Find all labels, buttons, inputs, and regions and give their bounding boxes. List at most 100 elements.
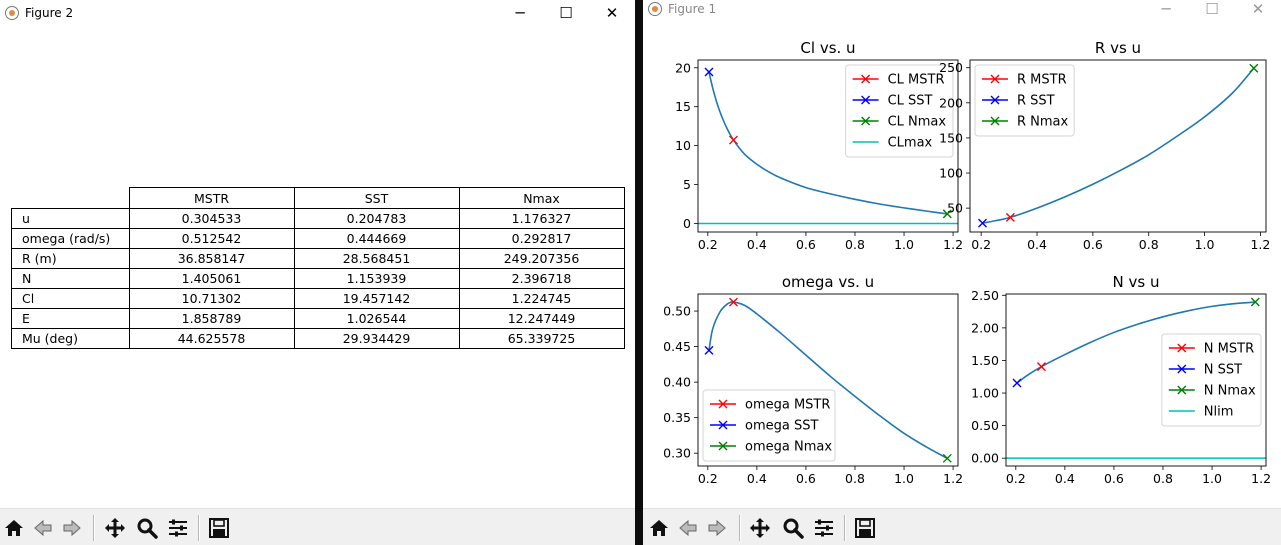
axes-frame xyxy=(697,293,959,467)
y-tick-label: 100 xyxy=(939,166,963,181)
x-tick-label: 0.2 xyxy=(698,237,718,252)
legend-marker xyxy=(1177,343,1187,353)
subplots-icon[interactable] xyxy=(811,515,837,541)
window-title: Figure 2 xyxy=(25,6,74,20)
legend-label: N Nmax xyxy=(1204,384,1256,399)
x-tick-label: 1.2 xyxy=(943,237,963,252)
y-tick-label: 5 xyxy=(683,177,691,192)
legend-label: R MSTR xyxy=(1017,73,1067,88)
data-point xyxy=(704,345,714,355)
x-tick-label: 1.0 xyxy=(1195,237,1215,252)
table-row: R (m) 36.858147 28.568451 249.207356 xyxy=(11,248,625,269)
matplotlib-icon xyxy=(5,6,19,20)
x-tick-label: 1.0 xyxy=(894,237,914,252)
axes-frame xyxy=(1005,293,1267,467)
zoom-icon[interactable] xyxy=(134,515,160,541)
cell: 1.405061 xyxy=(128,268,295,289)
cell: 249.207356 xyxy=(458,248,625,269)
subplot-title: N vs u xyxy=(1113,273,1160,291)
data-point xyxy=(1005,212,1015,222)
legend-marker xyxy=(990,74,1000,84)
save-icon[interactable] xyxy=(852,515,878,541)
maximize-button[interactable]: ☐ xyxy=(1205,0,1219,18)
home-icon[interactable] xyxy=(646,515,672,541)
legend: N MSTR N SST N Nmax Nlim xyxy=(1161,333,1262,427)
x-tick-label: 0.2 xyxy=(698,471,718,486)
legend-marker xyxy=(718,399,728,409)
legend-label: N MSTR xyxy=(1204,342,1254,357)
y-tick-label: 0.30 xyxy=(663,446,691,461)
data-point xyxy=(728,135,738,145)
subplot-title: Cl vs. u xyxy=(800,39,855,57)
back-arrow-icon[interactable] xyxy=(675,515,701,541)
y-tick-label: 2.50 xyxy=(971,288,999,303)
forward-arrow-icon[interactable] xyxy=(59,515,85,541)
legend-label: omega SST xyxy=(745,419,818,434)
x-tick-label: 1.0 xyxy=(894,471,914,486)
legend-marker xyxy=(718,441,728,451)
y-tick-label: 250 xyxy=(939,60,963,75)
legend-box xyxy=(845,64,954,158)
data-point xyxy=(1012,378,1022,388)
data-point xyxy=(942,453,952,463)
cell: 28.568451 xyxy=(293,248,460,269)
cell: 1.153939 xyxy=(293,268,460,289)
close-button[interactable]: ✕ xyxy=(1251,0,1265,18)
legend-label: omega Nmax xyxy=(745,440,832,455)
cell: 2.396718 xyxy=(458,268,625,289)
window-title: Figure 1 xyxy=(668,2,717,16)
y-tick-label: 1.00 xyxy=(971,386,999,401)
legend-marker xyxy=(1177,385,1187,395)
minimize-button[interactable]: ─ xyxy=(515,4,525,22)
cell: 65.339725 xyxy=(458,328,625,349)
x-tick-label: 0.6 xyxy=(796,237,816,252)
matplotlib-icon xyxy=(648,2,662,16)
close-button[interactable]: ✕ xyxy=(605,4,619,22)
x-tick-label: 0.4 xyxy=(747,237,767,252)
minimize-button[interactable]: ─ xyxy=(1161,0,1171,18)
cell: 0.512542 xyxy=(128,228,295,249)
subplots-icon[interactable] xyxy=(165,515,191,541)
back-arrow-icon[interactable] xyxy=(30,515,56,541)
cell: 1.026544 xyxy=(293,308,460,329)
cell: 36.858147 xyxy=(128,248,295,269)
navigation-toolbar xyxy=(0,508,635,545)
cell: 19.457142 xyxy=(293,288,460,309)
y-tick-label: 0.00 xyxy=(971,451,999,466)
maximize-button[interactable]: ☐ xyxy=(559,4,573,22)
x-tick-label: 0.4 xyxy=(1055,471,1075,486)
x-tick-label: 0.8 xyxy=(845,237,865,252)
forward-arrow-icon[interactable] xyxy=(704,515,730,541)
x-tick-label: 0.2 xyxy=(971,237,991,252)
col-header: SST xyxy=(293,187,460,209)
y-tick-label: 2.00 xyxy=(971,320,999,335)
legend-marker xyxy=(861,74,871,84)
x-tick-label: 1.2 xyxy=(943,471,963,486)
y-tick-label: 0.35 xyxy=(663,410,691,425)
subplot-title: R vs u xyxy=(1095,39,1141,57)
y-tick-label: 150 xyxy=(939,130,963,145)
row-label: R (m) xyxy=(11,248,130,269)
y-tick-label: 20 xyxy=(675,60,691,75)
cell: 1.858789 xyxy=(128,308,295,329)
y-tick-label: 200 xyxy=(939,95,963,110)
x-tick-label: 0.6 xyxy=(796,471,816,486)
pan-icon[interactable] xyxy=(102,515,128,541)
navigation-toolbar xyxy=(643,508,1281,545)
x-tick-label: 0.2 xyxy=(1006,471,1026,486)
zoom-icon[interactable] xyxy=(780,515,806,541)
x-tick-label: 0.4 xyxy=(747,471,767,486)
y-tick-label: 0.40 xyxy=(663,375,691,390)
y-tick-label: 10 xyxy=(675,138,691,153)
table-header-row: MSTR SST Nmax xyxy=(11,187,625,209)
row-label: Cl xyxy=(11,288,130,309)
figure-1-window: Figure 1 ─ ☐ ✕ Cl vs. u 0.2 0.4 0.6 0.8 1.0 1.… xyxy=(643,0,1281,545)
legend-box xyxy=(974,64,1075,137)
y-tick-label: 1.50 xyxy=(971,353,999,368)
pan-icon[interactable] xyxy=(747,515,773,541)
cell: 10.71302 xyxy=(128,288,295,309)
legend-label: omega MSTR xyxy=(745,398,830,413)
subplot: omega vs. u 0.2 0.4 0.6 0.8 1.0 1.2 0.30 0.35 0.4… xyxy=(663,273,963,486)
home-icon[interactable] xyxy=(1,515,27,541)
save-icon[interactable] xyxy=(206,515,232,541)
